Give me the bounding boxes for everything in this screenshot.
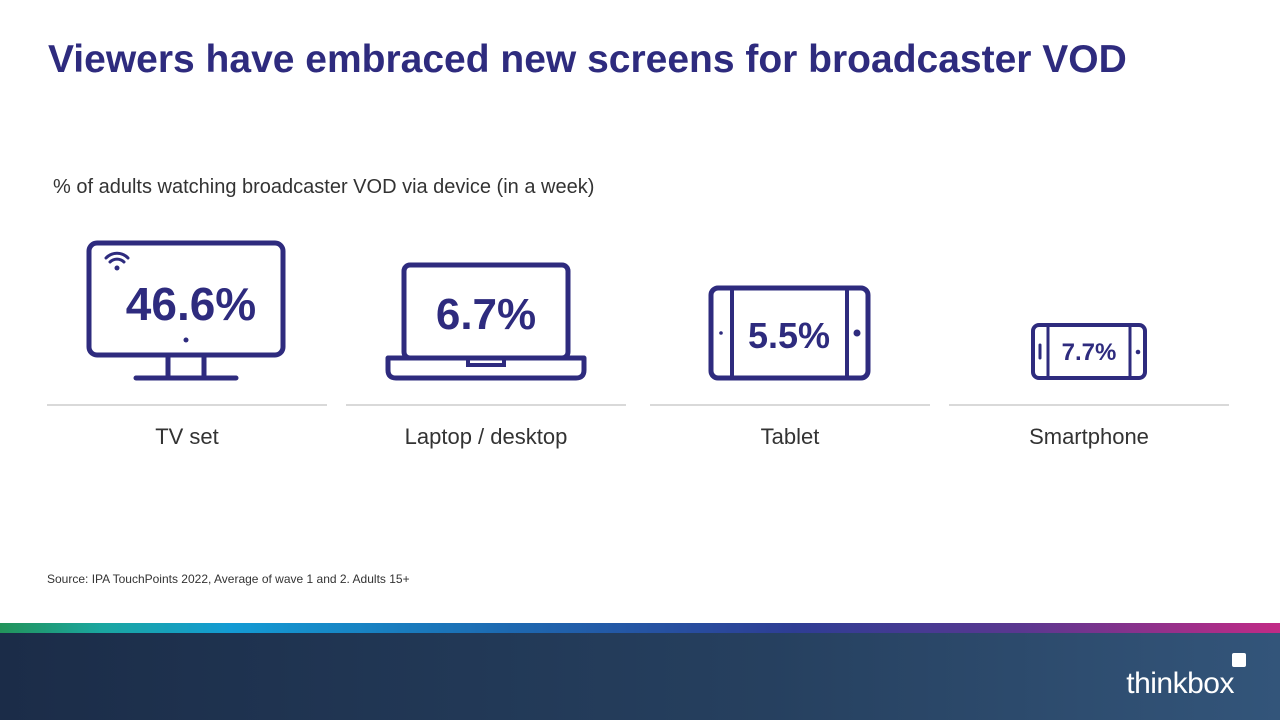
source-note: Source: IPA TouchPoints 2022, Average of… [47, 572, 410, 586]
divider [949, 404, 1229, 406]
smartphone-icon [1031, 323, 1147, 380]
label-laptop: Laptop / desktop [404, 424, 568, 449]
value-tv: 46.6% [125, 278, 257, 330]
thinkbox-logo: thinkbox [1126, 653, 1246, 701]
tv-icon [86, 240, 286, 381]
laptop-icon [385, 262, 587, 381]
label-smartphone: Smartphone [1029, 424, 1149, 449]
divider [650, 404, 930, 406]
page-title: Viewers have embraced new screens for br… [48, 38, 1127, 81]
device-tv: 46.6% TV set [47, 230, 327, 470]
logo-text: thinkbox [1126, 667, 1234, 700]
divider [47, 404, 327, 406]
label-tablet: Tablet [760, 424, 820, 449]
device-smartphone: 7.7% Smartphone [949, 230, 1229, 470]
tablet-icon [708, 285, 871, 381]
chart-subtitle: % of adults watching broadcaster VOD via… [53, 176, 595, 198]
divider [346, 404, 626, 406]
value-tablet: 5.5% [747, 315, 831, 356]
logo-square-icon [1232, 653, 1246, 667]
value-laptop: 6.7% [435, 290, 537, 339]
color-band [0, 623, 1280, 633]
value-smartphone: 7.7% [1061, 339, 1117, 366]
footer: thinkbox [0, 633, 1280, 720]
label-tv: TV set [155, 424, 219, 449]
device-tablet: 5.5% Tablet [650, 230, 930, 470]
device-laptop: 6.7% Laptop / desktop [346, 230, 626, 470]
